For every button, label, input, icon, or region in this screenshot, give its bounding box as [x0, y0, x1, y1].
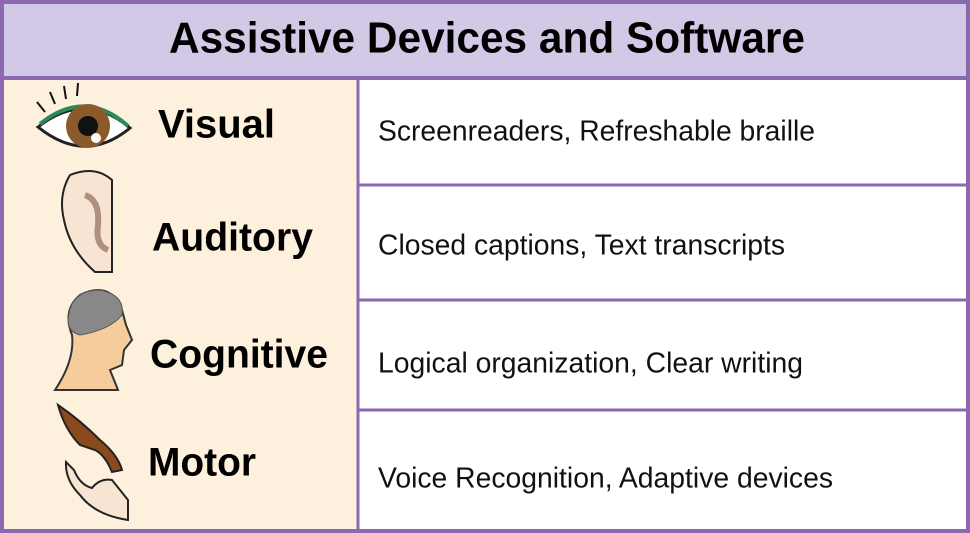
category-label: Motor: [148, 441, 256, 485]
category-label: Visual: [158, 103, 275, 147]
description: Voice Recognition, Adaptive devices: [378, 463, 833, 495]
category-column: [4, 80, 358, 529]
description: Screenreaders, Refreshable braille: [378, 116, 815, 148]
description: Logical organization, Clear writing: [378, 348, 803, 380]
category-label: Cognitive: [150, 333, 328, 377]
title-bar: [4, 4, 966, 77]
hands-icon: [56, 402, 129, 522]
ear-icon: [61, 170, 113, 273]
title: Assistive Devices and Software: [169, 14, 805, 63]
head-icon: [53, 289, 134, 391]
category-label: Auditory: [152, 216, 314, 260]
description: Closed captions, Text transcripts: [378, 230, 785, 262]
eye-icon: [35, 82, 133, 148]
